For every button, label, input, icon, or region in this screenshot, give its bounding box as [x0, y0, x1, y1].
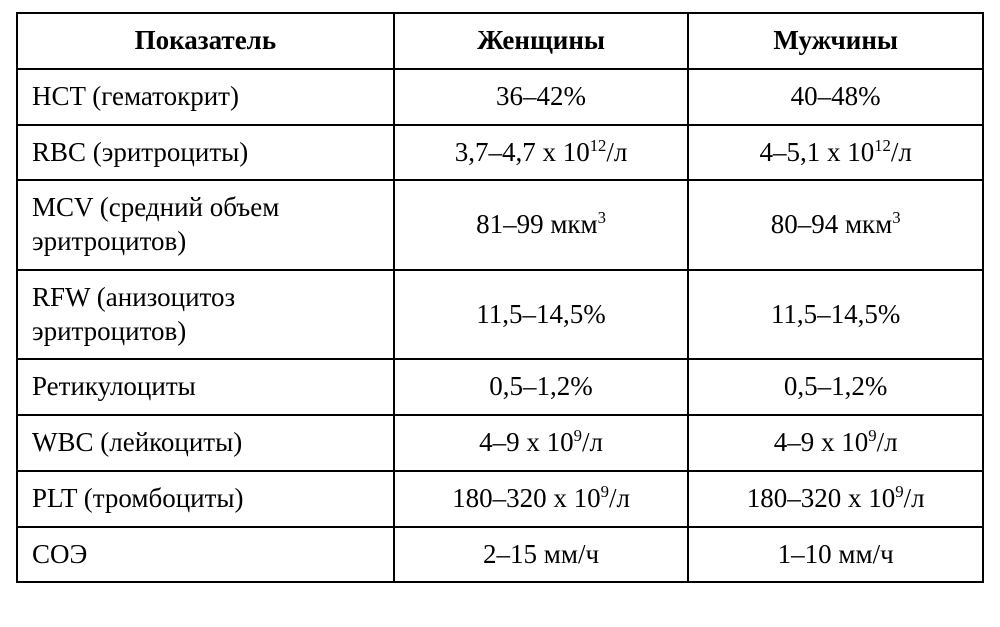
table-row: HCT (гематокрит)36–42%40–48%	[17, 69, 983, 125]
value-men: 1–10 мм/ч	[688, 527, 983, 583]
superscript: 3	[892, 208, 900, 227]
row-label: PLT (тромбоциты)	[17, 471, 394, 527]
table-row: СОЭ2–15 мм/ч1–10 мм/ч	[17, 527, 983, 583]
superscript: 12	[590, 136, 607, 155]
col-header-women: Женщины	[394, 13, 689, 69]
value-men: 40–48%	[688, 69, 983, 125]
superscript: 3	[598, 208, 606, 227]
value-women: 4–9 x 109/л	[394, 415, 689, 471]
superscript: 9	[868, 426, 876, 445]
value-women: 3,7–4,7 x 1012/л	[394, 125, 689, 181]
superscript: 9	[895, 482, 903, 501]
superscript: 9	[574, 426, 582, 445]
value-men: 4–9 x 109/л	[688, 415, 983, 471]
value-men: 11,5–14,5%	[688, 270, 983, 360]
value-men: 0,5–1,2%	[688, 359, 983, 415]
value-women: 180–320 x 109/л	[394, 471, 689, 527]
row-label: MCV (средний объем эритроцитов)	[17, 180, 394, 270]
row-label: WBC (лейкоциты)	[17, 415, 394, 471]
table-row: RFW (анизоцитоз эритроцитов)11,5–14,5%11…	[17, 270, 983, 360]
row-label: HCT (гематокрит)	[17, 69, 394, 125]
value-women: 81–99 мкм3	[394, 180, 689, 270]
value-women: 0,5–1,2%	[394, 359, 689, 415]
value-women: 36–42%	[394, 69, 689, 125]
table-row: Ретикулоциты0,5–1,2%0,5–1,2%	[17, 359, 983, 415]
blood-reference-table: Показатель Женщины Мужчины HCT (гематокр…	[16, 12, 984, 583]
superscript: 12	[874, 136, 891, 155]
value-women: 11,5–14,5%	[394, 270, 689, 360]
col-header-men: Мужчины	[688, 13, 983, 69]
value-men: 180–320 x 109/л	[688, 471, 983, 527]
row-label: Ретикулоциты	[17, 359, 394, 415]
value-women: 2–15 мм/ч	[394, 527, 689, 583]
table-row: RBC (эритроциты)3,7–4,7 x 1012/л4–5,1 x …	[17, 125, 983, 181]
table-body: HCT (гематокрит)36–42%40–48%RBC (эритроц…	[17, 69, 983, 583]
value-men: 4–5,1 x 1012/л	[688, 125, 983, 181]
col-header-indicator: Показатель	[17, 13, 394, 69]
table-header-row: Показатель Женщины Мужчины	[17, 13, 983, 69]
value-men: 80–94 мкм3	[688, 180, 983, 270]
superscript: 9	[601, 482, 609, 501]
table-row: PLT (тромбоциты)180–320 x 109/л180–320 x…	[17, 471, 983, 527]
row-label: RFW (анизоцитоз эритроцитов)	[17, 270, 394, 360]
table-row: MCV (средний объем эритроцитов)81–99 мкм…	[17, 180, 983, 270]
table-row: WBC (лейкоциты)4–9 x 109/л4–9 x 109/л	[17, 415, 983, 471]
row-label: RBC (эритроциты)	[17, 125, 394, 181]
row-label: СОЭ	[17, 527, 394, 583]
